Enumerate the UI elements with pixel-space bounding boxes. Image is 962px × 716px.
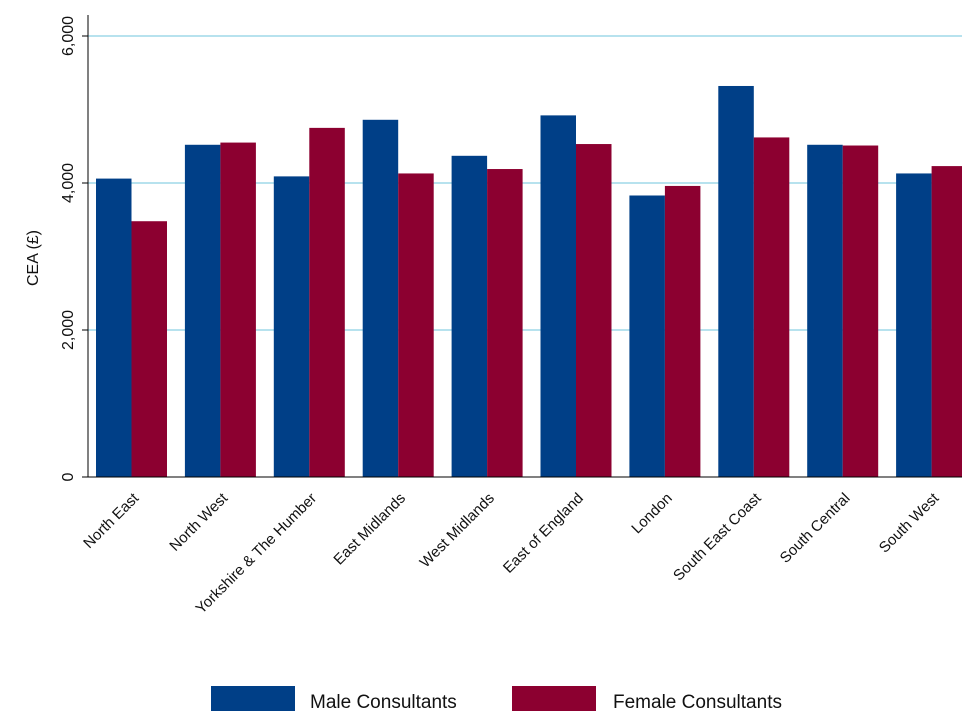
legend-label-female: Female Consultants xyxy=(613,692,782,711)
x-tick-label: South West xyxy=(876,489,943,556)
x-tick-label: West Midlands xyxy=(417,490,498,571)
bar-male xyxy=(718,85,754,477)
bar-male xyxy=(184,144,221,477)
y-tick-label: 2,000 xyxy=(60,310,77,350)
legend-label-male: Male Consultants xyxy=(310,692,457,711)
y-tick-label: 6,000 xyxy=(60,16,77,56)
x-tick-label: South East Coast xyxy=(670,489,765,584)
bar-female xyxy=(931,166,962,477)
y-tick-label: 4,000 xyxy=(60,163,77,203)
x-tick-label: North West xyxy=(166,489,231,554)
bar-female xyxy=(753,137,790,477)
bar-female xyxy=(664,185,701,477)
legend: Male Consultants Female Consultants xyxy=(211,686,782,713)
bar-male xyxy=(807,144,843,477)
y-tick-label: 0 xyxy=(60,472,77,481)
x-tick-label: North East xyxy=(80,489,143,552)
y-axis-title: CEA (£) xyxy=(25,230,42,286)
bar-male xyxy=(273,176,310,477)
bar-female xyxy=(842,145,879,477)
axes xyxy=(82,15,962,478)
bar-male xyxy=(96,178,132,477)
bar-male xyxy=(451,155,488,477)
bar-male xyxy=(540,115,576,477)
x-tick-label: East of England xyxy=(500,490,587,577)
bar-female xyxy=(309,127,345,477)
bars xyxy=(96,85,962,478)
legend-swatch-male xyxy=(211,686,295,711)
bar-female xyxy=(220,142,256,477)
x-tick-label: London xyxy=(628,490,675,537)
bar-female xyxy=(131,221,167,477)
bar-female xyxy=(576,144,612,478)
bar-male xyxy=(362,119,399,477)
bar-female xyxy=(398,173,434,477)
legend-swatch-female xyxy=(512,686,596,711)
x-tick-label: South Central xyxy=(777,490,854,567)
bar-female xyxy=(487,169,523,477)
bar-male xyxy=(629,195,665,477)
x-tick-label: East Midlands xyxy=(330,490,409,569)
bar-male xyxy=(896,173,932,477)
